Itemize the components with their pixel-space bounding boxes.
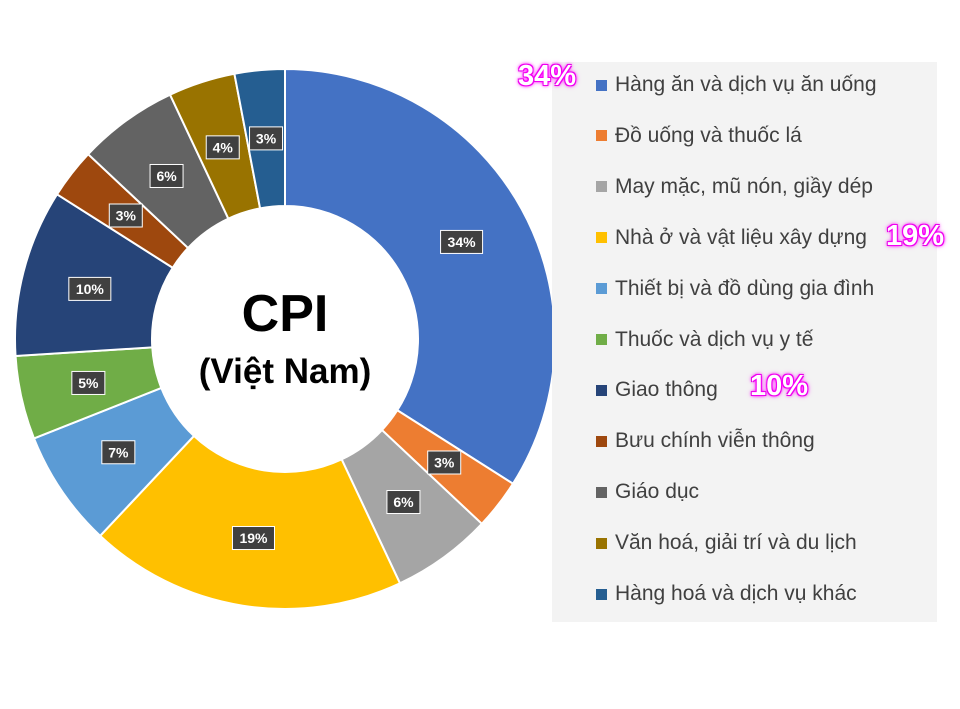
legend-label: Giao thông: [615, 378, 718, 402]
legend-swatch: [596, 486, 607, 498]
slice-0: [284, 67, 556, 486]
data-label-5: 5%: [71, 370, 106, 395]
legend-item: Giao thông: [596, 377, 718, 403]
legend-item: Nhà ở và vật liệu xây dựng: [596, 225, 867, 251]
svg-text:34%: 34%: [448, 234, 477, 250]
legend-label: Nhà ở và vật liệu xây dựng: [615, 225, 867, 249]
svg-text:10%: 10%: [76, 281, 105, 297]
legend-label: Hàng hoá và dịch vụ khác: [615, 582, 857, 605]
callout-housing: 19%: [886, 220, 945, 252]
legend-swatch: [596, 435, 607, 447]
legend-swatch: [596, 283, 607, 295]
svg-text:3%: 3%: [256, 130, 277, 146]
data-label-0: 34%: [440, 229, 484, 254]
legend-item: May mặc, mũ nón, giầy dép: [596, 174, 873, 200]
legend-item: Đồ uống và thuốc lá: [596, 123, 802, 149]
legend-item: Văn hoá, giải trí và du lịch: [596, 530, 857, 556]
legend-label: Bưu chính viễn thông: [615, 429, 815, 453]
data-label-6: 10%: [68, 276, 112, 301]
legend-swatch: [596, 537, 607, 549]
legend-item: Thuốc và dịch vụ y tế: [596, 327, 813, 353]
svg-text:7%: 7%: [108, 444, 129, 460]
legend-label: Đồ uống và thuốc lá: [615, 123, 802, 147]
callout-transport: 10%: [750, 370, 809, 402]
data-label-2: 6%: [386, 490, 421, 515]
legend-swatch: [596, 232, 607, 244]
legend-swatch: [596, 130, 607, 142]
slice-3: [98, 434, 402, 610]
data-label-1: 3%: [427, 450, 462, 475]
legend-swatch: [596, 334, 607, 345]
data-label-8: 6%: [149, 163, 184, 188]
legend-label: Hàng ăn và dịch vụ ăn uống: [615, 73, 877, 96]
legend-label: Giáo dục: [615, 480, 700, 504]
legend-item: Hàng hoá và dịch vụ khác: [596, 581, 857, 607]
svg-text:6%: 6%: [156, 168, 177, 184]
svg-text:6%: 6%: [393, 494, 414, 510]
legend-swatch: [596, 588, 607, 600]
legend-item: Hàng ăn và dịch vụ ăn uống: [596, 72, 877, 98]
legend-swatch: [596, 384, 607, 396]
legend-item: Giáo dục: [596, 479, 699, 505]
legend-item: Thiết bị và đồ dùng gia đình: [596, 276, 874, 302]
legend-swatch: [596, 181, 607, 193]
svg-text:19%: 19%: [239, 530, 268, 546]
legend-label: Văn hoá, giải trí và du lịch: [615, 531, 857, 555]
svg-text:3%: 3%: [116, 207, 137, 223]
svg-text:3%: 3%: [434, 455, 455, 471]
data-label-4: 7%: [101, 440, 136, 465]
legend-label: Thuốc và dịch vụ y tế: [615, 327, 814, 351]
chart-title: CPI: [241, 285, 329, 343]
legend-item: Bưu chính viễn thông: [596, 428, 815, 454]
svg-text:5%: 5%: [78, 375, 99, 391]
data-label-7: 3%: [108, 203, 143, 228]
chart-subtitle: (Việt Nam): [198, 352, 372, 391]
data-label-3: 19%: [231, 526, 275, 551]
donut-chart: 34% 3% 6% 19% 7% 5% 10% 3% 6% 4% 3%: [14, 67, 556, 610]
data-label-10: 3%: [249, 126, 284, 151]
legend-label: Thiết bị và đồ dùng gia đình: [615, 276, 875, 300]
callout-food: 34%: [518, 60, 577, 92]
data-label-9: 4%: [205, 135, 240, 160]
legend-label: May mặc, mũ nón, giầy dép: [615, 174, 873, 198]
svg-text:4%: 4%: [213, 139, 234, 155]
legend: Hàng ăn và dịch vụ ăn uống Đồ uống và thu…: [552, 62, 937, 622]
legend-swatch: [596, 79, 607, 91]
